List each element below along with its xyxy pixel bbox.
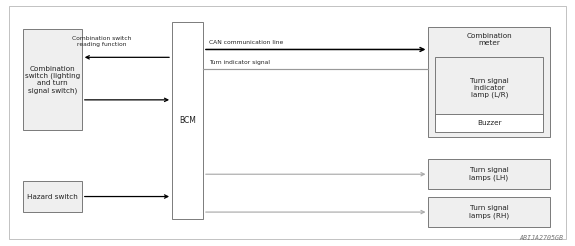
- Text: Turn signal
indicator
lamp (L/R): Turn signal indicator lamp (L/R): [470, 78, 509, 98]
- Bar: [428, 27, 550, 138]
- Text: Turn indicator signal: Turn indicator signal: [209, 60, 270, 65]
- Text: Hazard switch: Hazard switch: [27, 194, 78, 200]
- Text: CAN communication line: CAN communication line: [209, 40, 283, 45]
- Bar: [172, 22, 203, 219]
- Bar: [428, 159, 550, 189]
- Bar: [22, 181, 82, 212]
- Text: ABIJA2705GB: ABIJA2705GB: [520, 235, 564, 241]
- Bar: [22, 29, 82, 130]
- Bar: [428, 197, 550, 227]
- Text: BCM: BCM: [179, 116, 196, 125]
- Bar: [435, 114, 543, 132]
- Text: Buzzer: Buzzer: [477, 120, 501, 126]
- Text: Turn signal
lamps (LH): Turn signal lamps (LH): [469, 168, 508, 181]
- Text: Combination switch
reading function: Combination switch reading function: [72, 36, 131, 47]
- Text: Combination
meter: Combination meter: [466, 33, 512, 46]
- Text: Turn signal
lamps (RH): Turn signal lamps (RH): [469, 205, 509, 219]
- Text: Combination
switch (lighting
and turn
signal switch): Combination switch (lighting and turn si…: [25, 66, 80, 94]
- Bar: [435, 57, 543, 119]
